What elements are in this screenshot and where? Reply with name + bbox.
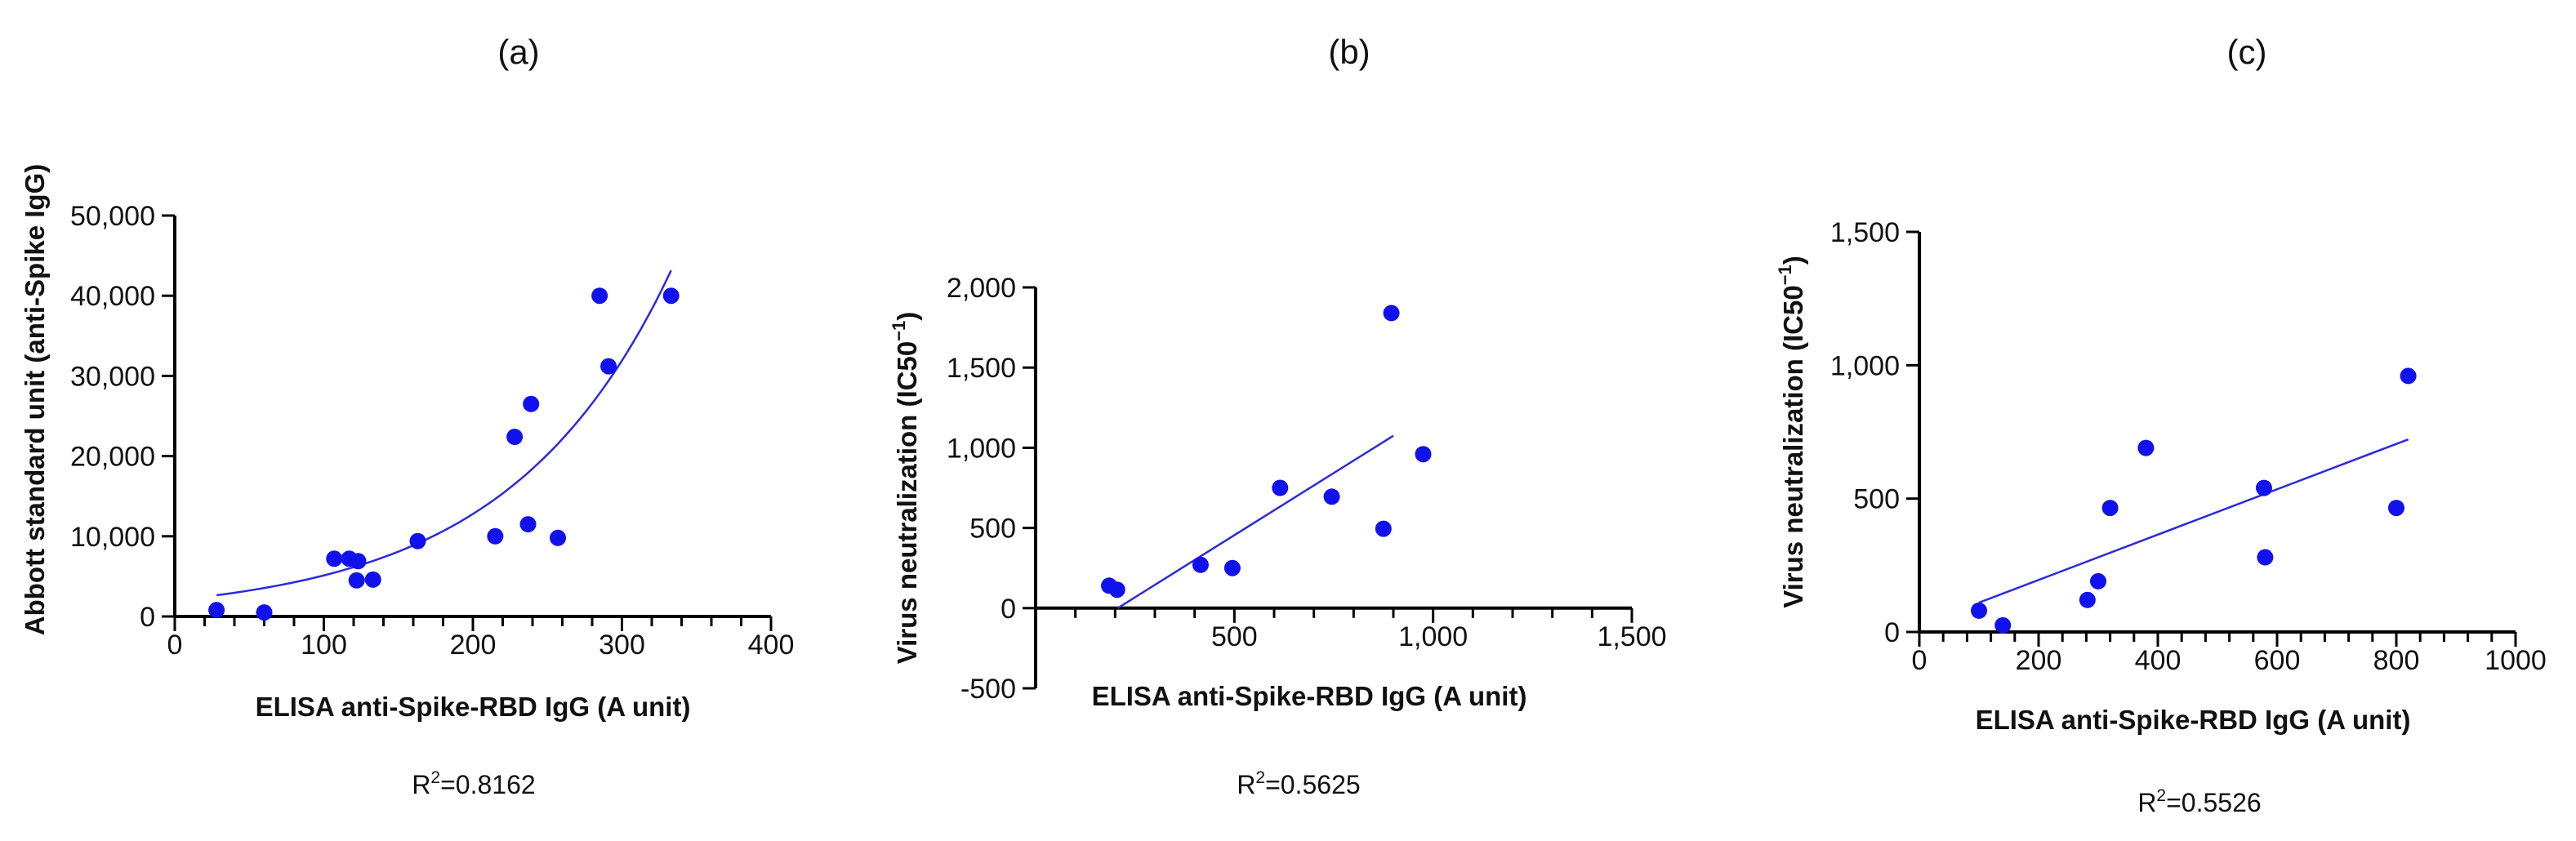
y-tick-label: 40,000 (70, 281, 155, 312)
data-point (591, 287, 608, 305)
y-tick-label: 0 (140, 602, 155, 633)
x-tick-label: 200 (2016, 645, 2062, 676)
y-axis-title-text: Abbott standard unit (anti-Spike IgG) (20, 164, 50, 635)
y-axis-title-suffix: ) (1778, 256, 1808, 265)
data-point (2079, 591, 2096, 608)
x-tick-label: 1000 (2485, 645, 2547, 676)
data-point (364, 571, 381, 588)
y-tick-label: 10,000 (70, 522, 155, 553)
y-tick-label: 500 (1853, 484, 1900, 515)
y-axis-title: Virus neutralization (IC50−1) (889, 312, 922, 665)
y-axis-title-sup: −1 (1775, 265, 1795, 285)
data-point (1108, 581, 1125, 598)
x-tick-label: 1,500 (1597, 621, 1666, 652)
y-tick-label: 50,000 (70, 201, 155, 232)
fit-line (216, 269, 672, 597)
y-tick-label: 1,000 (947, 433, 1016, 464)
data-point (600, 358, 617, 375)
r-squared-prefix: R (412, 770, 430, 799)
r-squared-value: =0.5526 (2166, 788, 2262, 817)
data-point (1223, 559, 1241, 576)
data-point (523, 395, 540, 412)
x-axis-title: ELISA anti-Spike-RBD IgG (A unit) (1092, 681, 1527, 711)
y-tick-label: 0 (1884, 617, 1900, 648)
y-tick-label: 30,000 (70, 361, 155, 392)
x-tick-label: 100 (301, 630, 347, 661)
x-tick-label: 300 (599, 630, 645, 661)
y-tick-label: 1,500 (947, 353, 1016, 384)
y-axis-title-text: Virus neutralization (IC50 (1778, 285, 1808, 607)
y-tick-label: 500 (969, 514, 1016, 545)
r-squared-prefix: R (1237, 770, 1255, 799)
x-tick-label: 400 (2135, 645, 2182, 676)
data-point (2400, 367, 2417, 385)
y-tick-label: 0 (1001, 594, 1016, 625)
x-tick-label: 200 (450, 630, 497, 661)
data-point (1383, 305, 1400, 322)
data-point (2257, 549, 2274, 566)
x-tick-label: 600 (2254, 645, 2301, 676)
data-point (208, 602, 225, 619)
chart-panel-b: (b) 500 1,000 1,500 -500 0 500 1,000 1,500 2,000 E… (889, 33, 1667, 799)
x-axis-title: ELISA anti-Spike-RBD IgG (A unit) (256, 692, 691, 722)
data-point (1375, 520, 1392, 537)
data-point (348, 572, 365, 589)
fit-line (1978, 438, 2409, 604)
y-axis-title-sup: −1 (889, 321, 909, 341)
r-squared-label: R2=0.8162 (412, 768, 535, 799)
r-squared-value: =0.8162 (440, 770, 536, 799)
r-squared-label: R2=0.5625 (1237, 768, 1360, 799)
panel-label: (a) (497, 33, 539, 71)
y-tick-label: 2,000 (947, 273, 1016, 304)
x-tick-label: 0 (167, 630, 183, 661)
data-point (2101, 500, 2119, 517)
panel-label: (c) (2227, 33, 2267, 71)
data-point (2090, 572, 2106, 590)
fit-line (1117, 434, 1394, 609)
chart-panel-c: (c) 0 200 400 600 800 1000 0 500 1,000 1,500 ELISA … (1775, 33, 2547, 817)
r-squared-sup: 2 (430, 768, 440, 787)
r-squared-sup: 2 (2156, 786, 2166, 805)
y-axis-title: Virus neutralization (IC50−1) (1775, 256, 1808, 608)
data-point (1971, 602, 1987, 619)
data-point (2255, 479, 2272, 496)
data-point (519, 516, 537, 533)
data-point (326, 550, 343, 567)
data-point (662, 287, 680, 305)
x-tick-label: 0 (1912, 645, 1928, 676)
y-axis-title-text: Virus neutralization (IC50 (892, 341, 922, 664)
data-point (1323, 488, 1340, 505)
y-axis-title: Abbott standard unit (anti-Spike IgG) (20, 164, 50, 635)
panel-label: (b) (1328, 33, 1370, 71)
y-tick-label: 20,000 (70, 442, 155, 473)
data-point (506, 429, 524, 446)
y-tick-label: 1,500 (1830, 217, 1900, 248)
chart-panel-a: (a) 0 100 200 300 400 0 10,000 20,000 30,000 40,00… (20, 33, 794, 799)
data-point (1192, 556, 1209, 573)
data-point (1415, 446, 1432, 463)
r-squared-prefix: R (2137, 788, 2156, 817)
x-tick-label: 800 (2373, 645, 2420, 676)
data-point (1994, 616, 2012, 634)
data-point (1272, 479, 1289, 496)
data-point (487, 527, 504, 545)
x-axis-title: ELISA anti-Spike-RBD IgG (A unit) (1976, 705, 2411, 735)
data-point (2388, 500, 2404, 517)
x-tick-label: 400 (748, 630, 795, 661)
y-tick-label: -500 (960, 674, 1016, 705)
y-tick-label: 1,000 (1830, 350, 1900, 381)
data-point (350, 553, 367, 570)
r-squared-sup: 2 (1255, 768, 1265, 787)
data-point (256, 604, 273, 621)
data-point (550, 529, 567, 546)
data-point (409, 532, 426, 550)
x-tick-label: 500 (1211, 621, 1258, 652)
data-point (2137, 439, 2155, 456)
y-axis-title-suffix: ) (892, 312, 922, 321)
r-squared-value: =0.5625 (1265, 770, 1361, 799)
r-squared-label: R2=0.5526 (2137, 786, 2261, 817)
x-tick-label: 1,000 (1398, 621, 1468, 652)
